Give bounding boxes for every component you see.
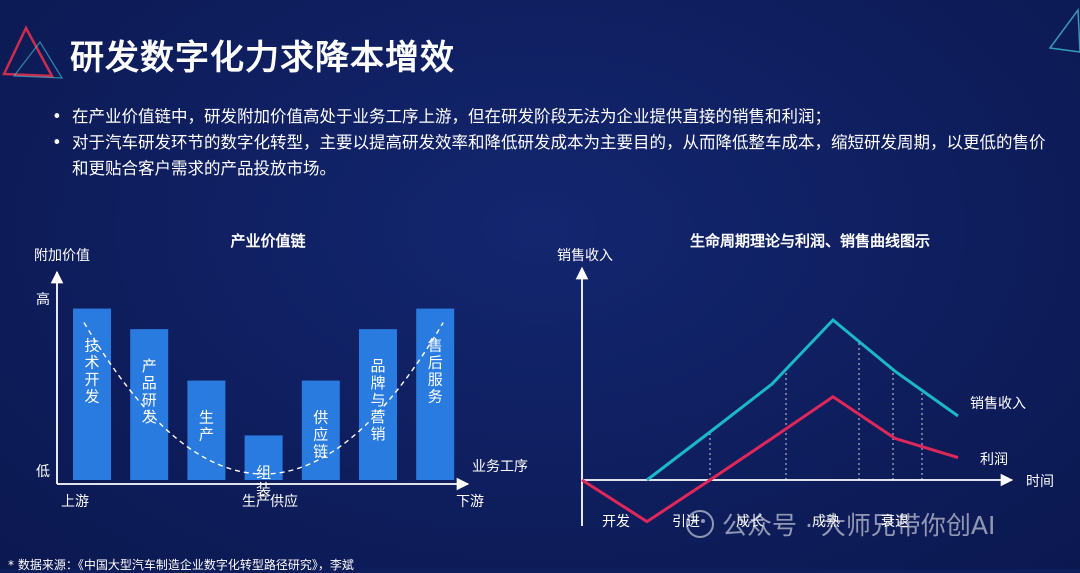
- page-title: 研发数字化力求降本增效: [70, 38, 455, 78]
- footnote: * 数据来源：《中国大型汽车制造企业数字化转型路径研究》，李斌: [8, 558, 354, 572]
- bar: [244, 435, 283, 480]
- bar-label: 售后服务: [428, 337, 443, 406]
- y-tick-high: 高: [36, 291, 50, 308]
- x-end-label: 下游: [456, 494, 484, 510]
- bar: [187, 380, 226, 480]
- bullet-item: 对于汽车研发环节的数字化转型，主要以提高研发效率和降低研发成本为主要目的，从而降…: [52, 130, 1052, 182]
- watermark: 公众号 · 大师兄带你创AI: [686, 506, 995, 542]
- corner-triangle-decoration: [2, 25, 64, 79]
- bar-label: 品牌与营销: [370, 357, 385, 443]
- bar: [130, 329, 169, 480]
- bar: [73, 308, 111, 480]
- watermark-text: 公众号 · 大师兄带你创AI: [722, 511, 996, 540]
- chart-title: 产业价值链: [230, 232, 306, 250]
- corner-triangle-decoration: [1048, 7, 1080, 53]
- bar: [359, 329, 397, 480]
- phase-label: 衰退: [881, 513, 909, 530]
- phase-label: 成长: [736, 514, 764, 530]
- y-axis-label: 附加价值: [34, 248, 90, 264]
- bar-label: 技术开发: [84, 337, 99, 406]
- smile-curve: [83, 322, 444, 475]
- bar-label: 产品研发: [142, 357, 157, 426]
- y-tick-low: 低: [36, 464, 50, 480]
- life-cycle-chart: 生命周期理论与利润、销售曲线图示 销售收入 时间 开发 引进 成长 成熟 衰退 销售收入…: [557, 232, 1054, 530]
- y-axis-label: 销售收入: [557, 248, 613, 264]
- phase-label: 成熟: [812, 514, 840, 530]
- value-chain-chart: 产业价值链 附加价值 高 低 业务工序 上游 生产供应 下游 技术开发 产品研发生…: [34, 232, 528, 510]
- series-label-sales: 销售收入: [970, 396, 1026, 412]
- bullet-list: 在产业价值链中，研发附加价值高处于业务工序上游，但在研发阶段无法为企业提供直接的…: [52, 104, 1052, 182]
- chart-title: 生命周期理论与利润、销售曲线图示: [690, 232, 930, 250]
- x-axis-label: 业务工序: [472, 459, 528, 475]
- phase-label: 开发: [602, 514, 630, 530]
- bar-label: 生产: [199, 409, 214, 444]
- bar: [416, 308, 455, 480]
- x-mid-label: 生产供应: [242, 493, 298, 510]
- series-line-sales: [646, 317, 959, 482]
- x-axis-label: 时间: [1026, 474, 1054, 490]
- series-line-profit: [581, 394, 959, 524]
- x-start-label: 上游: [61, 494, 89, 510]
- bar-label: 供应链: [313, 409, 328, 461]
- bar: [301, 380, 340, 480]
- bar-label: 组装: [256, 463, 271, 498]
- bullet-item: 在产业价值链中，研发附加价值高处于业务工序上游，但在研发阶段无法为企业提供直接的…: [52, 104, 1052, 130]
- wechat-icon: [686, 510, 714, 538]
- series-label-profit: 利润: [980, 452, 1008, 468]
